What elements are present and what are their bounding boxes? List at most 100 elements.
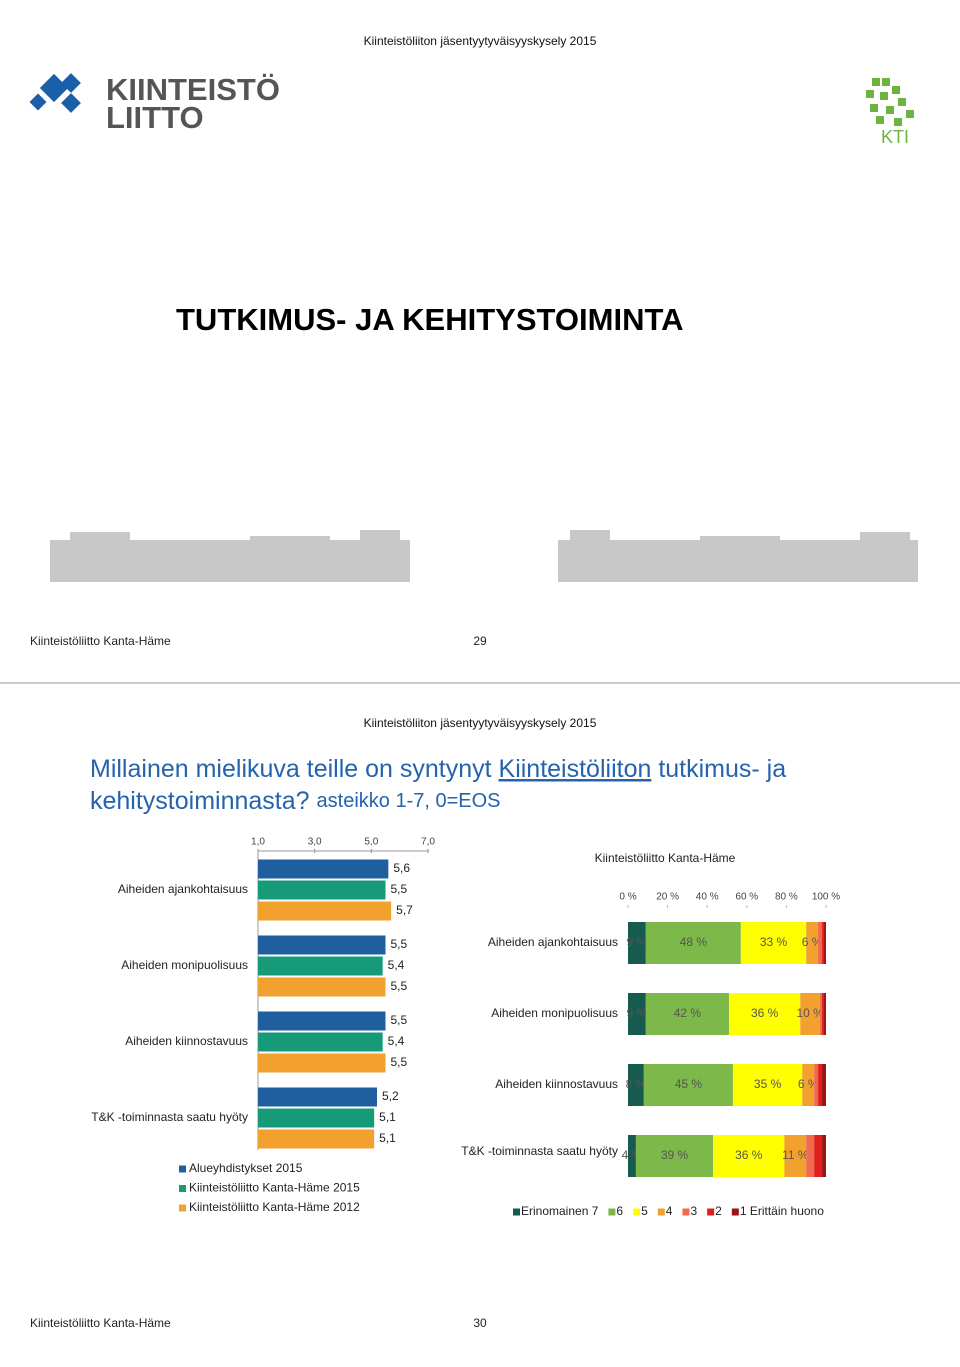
bar-segment bbox=[806, 1135, 815, 1177]
x-tick-label: 1,0 bbox=[251, 837, 265, 848]
legend-label: Alueyhdistykset 2015 bbox=[189, 1161, 303, 1175]
slide-title: Millainen mielikuva teille on syntynyt K… bbox=[90, 755, 786, 783]
category-label: Aiheiden ajankohtaisuus bbox=[488, 935, 618, 949]
legend-swatch bbox=[179, 1185, 186, 1192]
value-label: 5,4 bbox=[388, 1034, 405, 1048]
category-label: T&K -toiminnasta saatu hyöty bbox=[91, 1110, 248, 1124]
value-label: 5,6 bbox=[393, 861, 410, 875]
legend-swatch bbox=[731, 1208, 739, 1216]
value-label: 5,4 bbox=[388, 958, 405, 972]
value-label: 6 % bbox=[798, 1077, 819, 1091]
bar-segment bbox=[822, 1064, 826, 1106]
bar-segment bbox=[824, 993, 826, 1035]
legend-swatch bbox=[633, 1208, 641, 1216]
value-label: 36 % bbox=[751, 1006, 779, 1020]
bar-segment bbox=[628, 922, 646, 964]
legend-label: 4 bbox=[666, 1204, 673, 1218]
legend-label: Kiinteistöliitto Kanta-Häme 2012 bbox=[189, 1200, 360, 1214]
value-label: 36 % bbox=[735, 1148, 763, 1162]
logo-text: KIINTEISTÖ bbox=[106, 72, 280, 107]
value-label: 9 % bbox=[627, 935, 648, 949]
category-label: Aiheiden kiinnostavuus bbox=[495, 1077, 618, 1091]
bar-segment bbox=[822, 1135, 826, 1177]
chart-title: Kiinteistöliitto Kanta-Häme bbox=[595, 851, 736, 865]
legend-label: Erinomainen 7 bbox=[521, 1204, 599, 1218]
bar-segment bbox=[713, 1135, 785, 1177]
category-label: Aiheiden ajankohtaisuus bbox=[118, 882, 248, 896]
bar bbox=[258, 859, 389, 879]
value-label: 5,2 bbox=[382, 1089, 399, 1103]
title-part: Millainen mielikuva teille on syntynyt bbox=[90, 755, 492, 783]
bar-segment bbox=[784, 1135, 807, 1177]
slide-title: kehitystoiminnasta? asteikko 1-7, 0=EOS bbox=[90, 787, 501, 815]
kti-text: KTI bbox=[881, 127, 909, 147]
slide-footer: Kiinteistöliitto Kanta-Häme bbox=[30, 1316, 171, 1330]
x-tick-label: 3,0 bbox=[308, 837, 322, 848]
page-number: 30 bbox=[473, 1316, 487, 1330]
legend-swatch bbox=[682, 1208, 690, 1216]
x-tick-label: 20 % bbox=[656, 892, 679, 903]
buildings-image bbox=[50, 530, 918, 582]
slide-header: Kiinteistöliiton jäsentyytyväisyyskysely… bbox=[364, 34, 597, 48]
category-label: Aiheiden monipuolisuus bbox=[491, 1006, 618, 1020]
x-tick-label: 7,0 bbox=[421, 837, 435, 848]
value-label: 5,5 bbox=[391, 1055, 408, 1069]
bar bbox=[258, 880, 386, 900]
value-label: 5,5 bbox=[391, 882, 408, 896]
slide-subtitle: asteikko 1-7, 0=EOS bbox=[317, 790, 501, 812]
bar-segment bbox=[814, 1135, 823, 1177]
bar-segment bbox=[645, 922, 741, 964]
bar bbox=[258, 956, 383, 976]
x-tick-label: 40 % bbox=[696, 892, 719, 903]
value-label: 39 % bbox=[661, 1148, 689, 1162]
title-link: Kiinteistöliiton bbox=[499, 755, 652, 783]
bar-segment bbox=[645, 993, 729, 1035]
bar-segment bbox=[822, 922, 825, 964]
bar-segment bbox=[628, 993, 646, 1035]
kti-logo: KTI bbox=[866, 78, 914, 147]
bar-segment bbox=[818, 922, 823, 964]
bar bbox=[258, 1011, 386, 1031]
legend-label: 2 bbox=[715, 1204, 722, 1218]
bar bbox=[258, 1129, 375, 1149]
value-label: 6 % bbox=[802, 935, 823, 949]
bar-segment bbox=[628, 1135, 636, 1177]
category-label: Aiheiden monipuolisuus bbox=[121, 958, 248, 972]
bar-segment bbox=[740, 922, 807, 964]
bar-segment bbox=[802, 1064, 815, 1106]
bar bbox=[258, 1087, 377, 1107]
bar bbox=[258, 1053, 386, 1073]
legend-label: 1 Erittäin huono bbox=[740, 1204, 824, 1218]
bar bbox=[258, 901, 392, 921]
slide-footer: Kiinteistöliitto Kanta-Häme bbox=[30, 634, 171, 648]
bar bbox=[258, 977, 386, 997]
value-label: 5,5 bbox=[391, 937, 408, 951]
value-label: 5,7 bbox=[396, 903, 413, 917]
value-label: 48 % bbox=[680, 935, 708, 949]
category-label: T&K -toiminnasta saatu hyöty bbox=[461, 1144, 618, 1158]
legend-label: 6 bbox=[616, 1204, 623, 1218]
slide-header: Kiinteistöliiton jäsentyytyväisyyskysely… bbox=[364, 716, 597, 730]
legend-swatch bbox=[608, 1208, 616, 1216]
page-number: 29 bbox=[473, 634, 487, 648]
bar-segment bbox=[628, 1064, 644, 1106]
x-tick-label: 5,0 bbox=[364, 837, 378, 848]
value-label: 45 % bbox=[675, 1077, 703, 1091]
bar-segment bbox=[728, 993, 801, 1035]
legend-swatch bbox=[179, 1204, 186, 1212]
bar-segment bbox=[814, 1064, 819, 1106]
bar-segment bbox=[824, 922, 826, 964]
bar-segment bbox=[820, 993, 823, 1035]
bar-segment bbox=[822, 993, 825, 1035]
value-label: 11 % bbox=[782, 1148, 809, 1162]
title-part: kehitystoiminnasta? bbox=[90, 787, 310, 815]
kiinteistoliitto-logo: KIINTEISTÖ LIITTO bbox=[29, 72, 280, 135]
category-label: Aiheiden kiinnostavuus bbox=[125, 1034, 248, 1048]
value-label: 8 % bbox=[626, 1077, 647, 1091]
bar bbox=[258, 1108, 375, 1128]
bar-segment bbox=[806, 922, 819, 964]
bar bbox=[258, 1032, 383, 1052]
logo-text: LIITTO bbox=[106, 100, 204, 135]
legend-label: Kiinteistöliitto Kanta-Häme 2015 bbox=[189, 1181, 360, 1195]
legend-label: 3 bbox=[690, 1204, 697, 1218]
